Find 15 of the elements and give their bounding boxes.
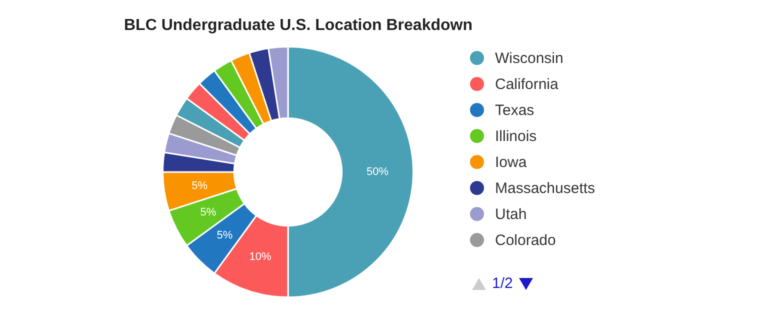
data-label: 50% — [366, 166, 389, 178]
legend-label: Illinois — [495, 128, 537, 144]
chart-title: BLC Undergraduate U.S. Location Breakdown — [124, 17, 472, 35]
legend-label: California — [495, 76, 558, 92]
legend-label: Utah — [495, 206, 527, 222]
data-label: 5% — [200, 206, 216, 219]
data-label: 10% — [249, 251, 272, 264]
legend-label: Colorado — [495, 232, 556, 248]
data-label: 5% — [216, 229, 233, 242]
legend-label: Iowa — [495, 154, 527, 170]
legend-label: Massachusetts — [495, 180, 596, 196]
legend-label: Wisconsin — [495, 50, 564, 66]
data-label: 5% — [192, 180, 208, 192]
text: 1/2 — [492, 275, 513, 292]
legend-label: Texas — [495, 102, 534, 118]
